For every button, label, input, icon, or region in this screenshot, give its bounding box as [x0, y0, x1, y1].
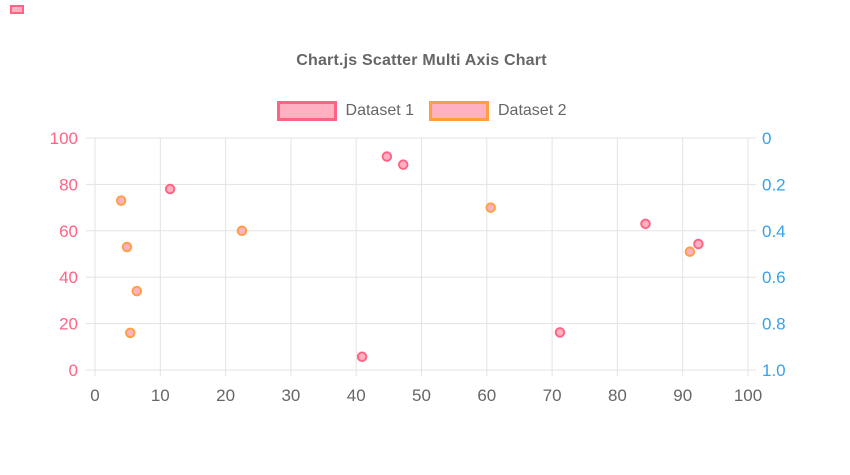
scatter-point-dataset-2[interactable] — [236, 225, 248, 237]
scatter-point-dataset-2[interactable] — [115, 195, 127, 206]
scatter-point-dataset-2[interactable] — [121, 241, 133, 253]
legend-item-dataset-1[interactable]: Dataset 1 — [276, 101, 414, 121]
stray-pink-swatch — [10, 5, 24, 14]
legend-swatch-dataset-1 — [276, 101, 337, 121]
scatter-point-dataset-2[interactable] — [131, 285, 143, 297]
scatter-point-dataset-2[interactable] — [485, 202, 496, 213]
y-right-tick-label: 0.2 — [762, 175, 786, 194]
legend-item-dataset-2[interactable]: Dataset 2 — [429, 101, 566, 121]
scatter-point-dataset-2[interactable] — [125, 327, 136, 339]
y-right-tick-label: 0.4 — [762, 222, 786, 241]
x-tick-label: 40 — [347, 386, 366, 405]
x-tick-label: 90 — [673, 386, 692, 405]
x-tick-label: 0 — [90, 386, 99, 405]
y-left-tick-label: 20 — [59, 315, 78, 334]
y-right-tick-label: 1.0 — [762, 361, 786, 380]
x-tick-label: 30 — [281, 386, 300, 405]
y-right-tick-label: 0 — [762, 129, 771, 148]
legend-swatch-dataset-2 — [429, 101, 489, 121]
x-tick-label: 70 — [543, 386, 562, 405]
scatter-point-dataset-1[interactable] — [693, 238, 704, 250]
chart-legend: Dataset 1 Dataset 2 — [0, 101, 843, 121]
x-tick-label: 20 — [216, 386, 235, 405]
x-tick-label: 100 — [734, 386, 762, 405]
scatter-point-dataset-1[interactable] — [164, 183, 176, 195]
x-tick-label: 50 — [412, 386, 431, 405]
scatter-point-dataset-1[interactable] — [397, 159, 409, 170]
x-tick-label: 60 — [477, 386, 496, 405]
y-right-tick-label: 0.8 — [762, 315, 786, 334]
scatter-point-dataset-2[interactable] — [684, 246, 696, 257]
legend-label-dataset-1: Dataset 1 — [345, 102, 414, 119]
y-right-tick-label: 0.6 — [762, 268, 786, 287]
y-left-tick-label: 60 — [59, 222, 78, 241]
chart-title: Chart.js Scatter Multi Axis Chart — [296, 52, 547, 69]
scatter-point-dataset-1[interactable] — [640, 218, 651, 230]
y-left-tick-label: 100 — [50, 129, 78, 148]
y-left-tick-label: 80 — [59, 175, 78, 194]
scatter-point-dataset-1[interactable] — [554, 327, 566, 338]
y-left-tick-label: 40 — [59, 268, 78, 287]
scatter-point-dataset-1[interactable] — [381, 151, 393, 162]
legend-label-dataset-2: Dataset 2 — [498, 102, 567, 119]
x-tick-label: 80 — [608, 386, 627, 405]
scatter-point-dataset-1[interactable] — [356, 351, 368, 363]
x-tick-label: 10 — [151, 386, 170, 405]
y-left-tick-label: 0 — [69, 361, 78, 380]
